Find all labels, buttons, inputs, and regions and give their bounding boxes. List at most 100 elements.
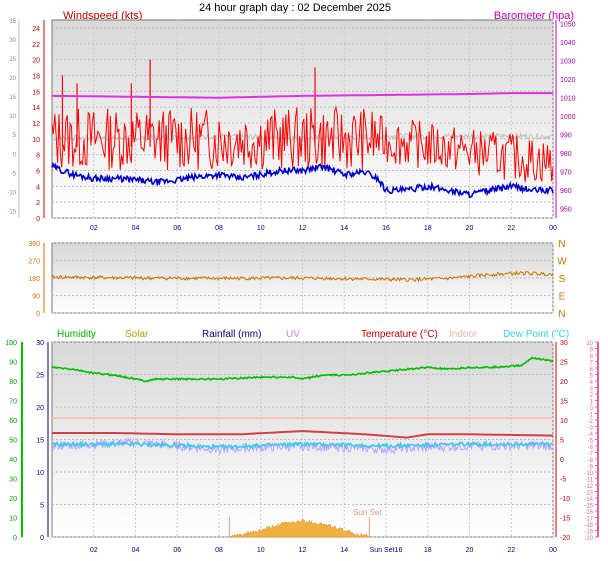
uv-tick-label: 7: [590, 361, 594, 367]
right-temp-tick-label: -10: [560, 496, 570, 503]
temp-tick-label: 20: [36, 405, 44, 412]
uv-tick-label: 2: [590, 393, 594, 399]
kts-tick-label: 16: [32, 89, 40, 96]
compass-label: N: [558, 239, 565, 250]
hpa-tick-label: 1010: [560, 96, 576, 103]
humidity-tick-label: 20: [9, 496, 17, 503]
temp-tick-label: 15: [36, 438, 44, 445]
series-gust-line: [51, 105, 554, 183]
temp-tick-label: 30: [36, 340, 44, 347]
uv-tick-label: -14: [584, 497, 593, 503]
x-tick-label: 14: [340, 225, 348, 232]
series-temperature-line: [52, 430, 553, 439]
humidity-tick-label: 40: [9, 457, 17, 464]
legend-uv: UV: [286, 329, 300, 340]
x-tick-label: 12: [299, 547, 307, 554]
kts-tick-label: 8: [36, 153, 40, 160]
uv-tick-label: -4: [588, 432, 594, 438]
compass-label: N: [558, 309, 565, 320]
humidity-tick-label: 30: [9, 477, 17, 484]
x-tick-label: 02: [90, 547, 98, 554]
compass-label: E: [559, 292, 566, 303]
x-tick-label: 00: [549, 225, 557, 232]
uv-tick-label: -8: [588, 458, 594, 464]
right-temp-tick-label: -15: [560, 516, 570, 523]
series-direction-line: [51, 270, 554, 283]
small-tick-label: -10: [7, 190, 16, 196]
legend-humidity: Humidity: [57, 329, 96, 340]
barometer-axis-label: Barometer (hpa): [494, 10, 574, 22]
kts-tick-label: 4: [36, 184, 40, 191]
kts-tick-label: 24: [32, 26, 40, 33]
humidity-tick-label: 10: [9, 516, 17, 523]
hpa-tick-label: 1030: [560, 59, 576, 66]
x-tick-label: 02: [90, 225, 98, 232]
kts-tick-label: 20: [32, 58, 40, 65]
series-wind-line: [51, 161, 554, 199]
x-tick-label: 06: [173, 547, 181, 554]
right-temp-tick-label: 15: [560, 399, 568, 406]
compass-label: S: [559, 274, 566, 285]
x-tick-label: 16: [382, 225, 390, 232]
x-tick-label: 14: [340, 547, 348, 554]
humidity-tick-label: 80: [9, 379, 17, 386]
uv-tick-label: 4: [590, 380, 594, 386]
uv-tick-label: -15: [584, 504, 593, 510]
uv-tick-label: -18: [584, 523, 593, 529]
hpa-tick-label: 960: [560, 188, 572, 195]
hpa-tick-label: 990: [560, 133, 572, 140]
sunset-label: Sun Set: [353, 508, 382, 517]
humidity-tick-label: 50: [9, 438, 17, 445]
series-humidity-line: [51, 356, 554, 383]
small-tick-label: 35: [9, 19, 16, 25]
humidity-tick-label: 90: [9, 360, 17, 367]
uv-tick-label: 8: [590, 354, 594, 360]
x-tick-label: 22: [507, 225, 515, 232]
small-tick-label: 20: [9, 76, 16, 82]
direction-tick-label: 90: [32, 294, 40, 301]
legend-temperature-c-: Temperature (°C): [361, 329, 438, 340]
uv-tick-label: 3: [590, 387, 594, 393]
uv-tick-label: 10: [586, 341, 593, 347]
series-barometer-line: [52, 92, 553, 99]
kts-tick-label: 2: [36, 200, 40, 207]
legend-indoor: Indoor: [449, 329, 478, 340]
direction-tick-label: 270: [28, 259, 40, 266]
legend-solar: Solar: [125, 329, 149, 340]
right-temp-tick-label: -20: [560, 535, 570, 542]
right-temp-tick-label: 30: [560, 340, 568, 347]
direction-tick-label: 0: [36, 311, 40, 318]
series-dewpoint-line: [51, 439, 554, 452]
hpa-tick-label: 970: [560, 170, 572, 177]
hpa-tick-label: 1000: [560, 114, 576, 121]
humidity-tick-label: 100: [5, 340, 17, 347]
hpa-tick-label: 950: [560, 207, 572, 214]
uv-tick-label: -13: [584, 491, 593, 497]
humidity-tick-label: 60: [9, 418, 17, 425]
x-tick-label: 06: [173, 225, 181, 232]
legend-rainfall-mm-: Rainfall (mm): [202, 329, 261, 340]
small-tick-label: 25: [9, 57, 16, 63]
uv-tick-label: -9: [588, 465, 594, 471]
windspeed-axis-label: Windspeed (kts): [63, 10, 142, 22]
uv-tick-label: -6: [588, 445, 594, 451]
uv-tick-label: -12: [584, 484, 593, 490]
kts-tick-label: 18: [32, 73, 40, 80]
x-tick-label: 04: [132, 225, 140, 232]
hpa-tick-label: 1040: [560, 40, 576, 47]
hpa-tick-label: 980: [560, 151, 572, 158]
x-tick-label: 00: [549, 547, 557, 554]
small-tick-label: -15: [7, 209, 16, 215]
uv-tick-label: -10: [584, 471, 593, 477]
humidity-tick-label: 0: [13, 535, 17, 542]
uv-tick-label: 9: [590, 348, 594, 354]
humidity-tick-label: 70: [9, 399, 17, 406]
x-tick-label: 04: [132, 547, 140, 554]
x-tick-label: 12: [299, 225, 307, 232]
right-temp-tick-label: 25: [560, 360, 568, 367]
x-tick-label: Sun Set16: [370, 547, 403, 554]
kts-tick-label: 6: [36, 168, 40, 175]
hpa-tick-label: 1020: [560, 77, 576, 84]
kts-tick-label: 10: [32, 137, 40, 144]
